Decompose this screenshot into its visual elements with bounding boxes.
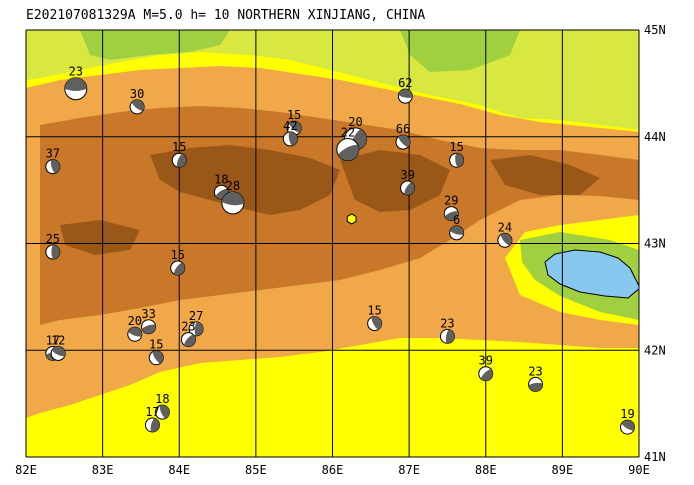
event-depth-label: 23 — [69, 65, 83, 79]
longitude-label: 88E — [475, 463, 497, 477]
focal-mechanism: 25 — [45, 232, 61, 260]
focal-mechanism: 27 — [188, 309, 204, 337]
event-depth-label: 22 — [341, 126, 355, 140]
focal-mechanism: 42 — [282, 119, 298, 147]
focal-mechanism: 15 — [170, 248, 186, 276]
event-depth-label: 23 — [440, 316, 454, 330]
event-depth-label: 24 — [498, 220, 512, 234]
focal-mechanism: 20 — [127, 314, 143, 342]
focal-mechanism: 37 — [45, 147, 61, 175]
epicenter-marker — [346, 213, 357, 225]
latitude-label: 41N — [644, 450, 666, 464]
event-depth-label: 19 — [620, 407, 634, 421]
event-depth-label: 30 — [130, 87, 144, 101]
longitude-label: 85E — [245, 463, 267, 477]
focal-mechanism: 62 — [397, 76, 413, 104]
event-depth-label: 23 — [181, 320, 195, 334]
event-depth-label: 18 — [155, 392, 169, 406]
focal-mechanism: 39 — [478, 354, 494, 382]
event-depth-label: 20 — [348, 115, 362, 129]
event-depth-label: 37 — [46, 147, 60, 161]
focal-mechanism: 33 — [141, 307, 157, 335]
event-depth-label: 17 — [145, 405, 159, 419]
longitude-label: 89E — [552, 463, 574, 477]
lake-barkol — [544, 249, 639, 299]
event-depth-label: 18 — [214, 172, 228, 186]
focal-mechanism: 18 — [154, 392, 170, 420]
event-depth-label: 15 — [287, 108, 301, 122]
lat-lon-grid — [25, 29, 640, 458]
event-depth-label: 15 — [367, 304, 381, 318]
event-depth-label: 33 — [141, 307, 155, 321]
event-depth-label: 15 — [170, 248, 184, 262]
event-depth-label: 27 — [189, 309, 203, 323]
longitude-label: 83E — [92, 463, 114, 477]
focal-mechanism: 66 — [395, 122, 411, 150]
focal-mechanism: 17 — [144, 405, 160, 433]
focal-mechanism: 28 — [221, 179, 245, 215]
high-mountain-area — [60, 145, 600, 255]
focal-mechanism: 15 — [148, 338, 164, 366]
event-depth-label: 39 — [479, 354, 493, 368]
event-depth-label: 20 — [128, 314, 142, 328]
longitude-label: 86E — [322, 463, 344, 477]
latitude-label: 44N — [644, 130, 666, 144]
focal-mechanism: 12 — [50, 333, 66, 361]
focal-mechanism: 39 — [400, 168, 416, 196]
longitude-label: 87E — [398, 463, 420, 477]
event-depth-label: 15 — [172, 140, 186, 154]
main-epicenter — [346, 213, 357, 225]
event-depth-label: 12 — [51, 333, 65, 347]
longitude-label: 90E — [628, 463, 650, 477]
focal-mechanism: 15 — [449, 140, 465, 168]
focal-mechanism: 18 — [213, 172, 229, 200]
focal-mechanism: 23 — [64, 65, 88, 101]
event-depth-label: 28 — [226, 179, 240, 193]
focal-mechanism: 23 — [439, 316, 455, 344]
latitude-label: 45N — [644, 23, 666, 37]
focal-mechanism: 29 — [443, 194, 459, 222]
focal-mechanism: 30 — [129, 87, 145, 115]
event-depth-label: 23 — [528, 364, 542, 378]
focal-mechanism: 19 — [620, 407, 636, 435]
focal-mechanism: 23 — [180, 320, 196, 348]
longitude-label: 82E — [15, 463, 37, 477]
event-depth-label: 66 — [396, 122, 410, 136]
focal-mechanism: 23 — [528, 364, 544, 392]
event-depth-label: 15 — [449, 140, 463, 154]
event-depth-label: 6 — [453, 213, 460, 227]
event-depth-label: 15 — [149, 338, 163, 352]
event-depth-label: 62 — [398, 76, 412, 90]
focal-mechanism: 24 — [497, 220, 513, 248]
latitude-label: 42N — [644, 343, 666, 357]
event-depth-label: 17 — [46, 333, 60, 347]
event-depth-label: 25 — [46, 232, 60, 246]
focal-mechanism: 15 — [367, 304, 383, 332]
event-depth-label: 39 — [400, 168, 414, 182]
event-depth-label: 29 — [444, 194, 458, 208]
map-title: E202107081329A M=5.0 h= 10 NORTHERN XINJ… — [26, 8, 425, 23]
focal-mechanism: 15 — [171, 140, 187, 168]
focal-mechanism: 22 — [336, 126, 360, 162]
longitude-label: 84E — [168, 463, 190, 477]
axis-labels: 82E 83E 84E 85E 86E 87E 88E 89E 90E 45N 44N 43N 42N 4… — [15, 23, 666, 477]
focal-mechanism: 6 — [449, 213, 465, 241]
latitude-label: 43N — [644, 237, 666, 251]
event-depth-label: 42 — [283, 119, 297, 133]
